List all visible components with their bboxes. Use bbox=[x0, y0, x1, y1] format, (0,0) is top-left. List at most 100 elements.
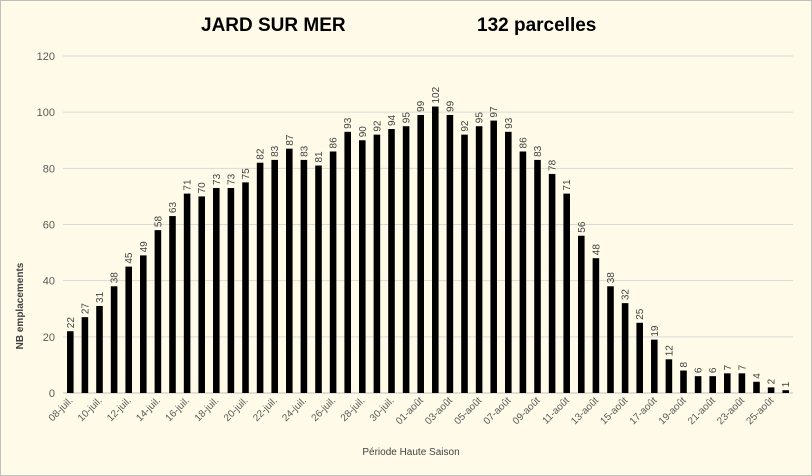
bar bbox=[461, 134, 468, 393]
x-tick-label: 17-août bbox=[628, 395, 660, 427]
data-label: 99 bbox=[445, 100, 456, 112]
bar bbox=[709, 376, 716, 393]
data-label: 83 bbox=[270, 145, 281, 157]
data-label: 27 bbox=[80, 303, 91, 315]
data-label: 83 bbox=[533, 145, 544, 157]
y-tick-label: 60 bbox=[43, 220, 55, 232]
bar bbox=[402, 126, 410, 393]
data-label: 75 bbox=[241, 168, 252, 180]
x-tick-label: 24-juil. bbox=[280, 395, 309, 424]
bar bbox=[198, 196, 205, 393]
data-label: 2 bbox=[767, 378, 778, 384]
data-label: 92 bbox=[372, 120, 383, 132]
data-label: 90 bbox=[358, 126, 369, 138]
bar bbox=[563, 193, 570, 393]
bar bbox=[490, 120, 497, 393]
x-tick-label: 09-août bbox=[511, 395, 543, 427]
bar bbox=[432, 106, 439, 394]
bar bbox=[213, 187, 220, 393]
x-tick-label: 25-août bbox=[744, 395, 776, 427]
data-label: 73 bbox=[226, 173, 237, 185]
x-tick-label: 10-juil. bbox=[76, 395, 105, 424]
data-label: 71 bbox=[183, 179, 194, 191]
bar bbox=[680, 370, 687, 393]
x-tick-label: 01-août bbox=[394, 395, 426, 427]
bar bbox=[110, 286, 118, 393]
bar bbox=[475, 126, 483, 393]
bar bbox=[548, 173, 556, 393]
data-label: 38 bbox=[110, 272, 121, 284]
chart-title: JARD SUR MER bbox=[201, 15, 346, 36]
data-label: 92 bbox=[460, 120, 471, 132]
bar bbox=[154, 230, 162, 393]
x-tick-label: 05-août bbox=[452, 395, 484, 427]
bar bbox=[329, 151, 337, 393]
data-label: 4 bbox=[752, 373, 763, 379]
data-label: 99 bbox=[416, 100, 427, 112]
x-tick-label: 12-juil. bbox=[105, 395, 134, 424]
data-label: 7 bbox=[737, 364, 748, 370]
y-tick-label: 120 bbox=[37, 51, 55, 63]
data-label: 6 bbox=[694, 367, 705, 373]
bar bbox=[315, 165, 322, 393]
x-tick-label: 03-août bbox=[423, 395, 455, 427]
data-label: 22 bbox=[66, 317, 77, 329]
bar bbox=[592, 258, 600, 393]
bar bbox=[388, 129, 395, 393]
data-label: 49 bbox=[139, 241, 150, 253]
data-label: 48 bbox=[591, 244, 602, 256]
data-label: 19 bbox=[650, 325, 661, 337]
bar bbox=[300, 159, 308, 393]
bar bbox=[183, 193, 191, 393]
bar bbox=[621, 303, 629, 393]
x-tick-label: 07-août bbox=[482, 395, 514, 427]
bar bbox=[607, 286, 614, 393]
data-label: 95 bbox=[475, 112, 486, 124]
x-tick-label: 21-août bbox=[686, 395, 718, 427]
bar bbox=[359, 140, 366, 393]
bar bbox=[724, 373, 731, 393]
data-label: 38 bbox=[606, 272, 617, 284]
x-tick-label: 20-juil. bbox=[222, 395, 251, 424]
bar bbox=[286, 148, 293, 393]
data-label: 32 bbox=[621, 289, 632, 301]
bar bbox=[67, 331, 74, 393]
x-tick-label: 19-août bbox=[657, 395, 689, 427]
bar bbox=[227, 187, 235, 393]
bar bbox=[242, 182, 249, 393]
bar bbox=[753, 381, 760, 393]
bar bbox=[694, 376, 702, 393]
bar bbox=[534, 159, 541, 393]
x-tick-label: 30-juil. bbox=[368, 395, 397, 424]
data-label: 7 bbox=[723, 364, 734, 370]
data-label: 71 bbox=[562, 179, 573, 191]
bar bbox=[169, 216, 176, 393]
x-tick-label: 26-juil. bbox=[310, 395, 339, 424]
data-label: 102 bbox=[431, 86, 442, 103]
x-tick-label: 13-août bbox=[569, 395, 601, 427]
x-tick-label: 23-août bbox=[715, 395, 747, 427]
data-label: 94 bbox=[387, 114, 398, 126]
data-label: 86 bbox=[329, 137, 340, 149]
data-label: 31 bbox=[95, 291, 106, 303]
data-label: 12 bbox=[664, 345, 675, 357]
bar bbox=[578, 235, 585, 393]
data-label: 78 bbox=[548, 159, 559, 171]
x-tick-label: 28-juil. bbox=[339, 395, 368, 424]
data-label: 8 bbox=[679, 362, 690, 368]
x-axis-title: Période Haute Saison bbox=[362, 447, 460, 458]
y-tick-label: 40 bbox=[43, 276, 55, 288]
data-label: 63 bbox=[168, 202, 179, 214]
bar bbox=[505, 131, 512, 393]
bar bbox=[651, 339, 658, 393]
x-tick-label: 16-juil. bbox=[164, 395, 193, 424]
bar bbox=[256, 162, 264, 393]
data-label: 6 bbox=[708, 367, 719, 373]
bar bbox=[782, 390, 789, 393]
data-label: 86 bbox=[518, 137, 529, 149]
data-label: 1 bbox=[781, 381, 792, 387]
bar bbox=[636, 322, 643, 393]
bar bbox=[767, 387, 775, 393]
